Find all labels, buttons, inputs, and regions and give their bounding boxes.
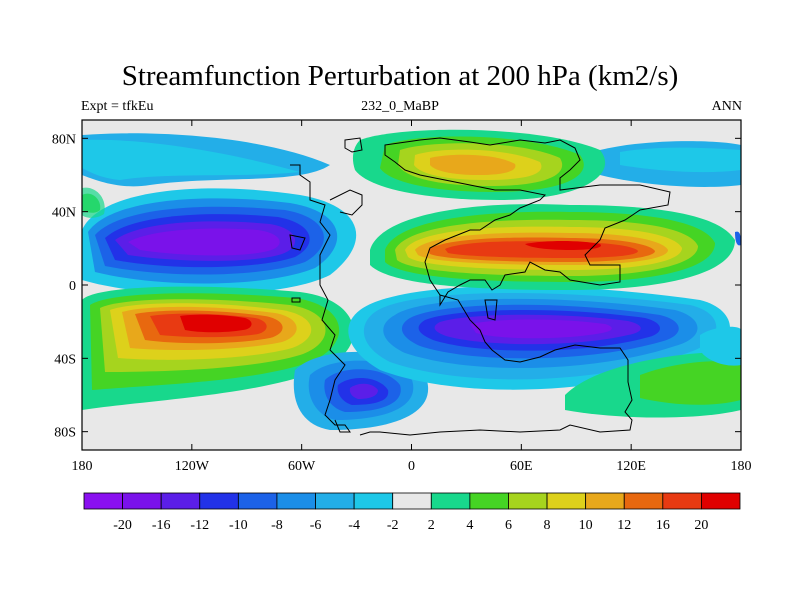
- lat-tick-label: 80N: [52, 132, 76, 147]
- lon-tick-label: 60W: [288, 459, 316, 474]
- lon-tick-label: 0: [408, 459, 415, 474]
- colorbar-label: 4: [466, 518, 473, 533]
- colorbar-swatch: [508, 492, 548, 510]
- colorbar-label: -10: [229, 518, 248, 533]
- longitude-axis: 180 120W 60W 0 60E 120E 180: [72, 459, 752, 474]
- lat-tick-label: 40S: [54, 352, 76, 367]
- negative-region-north-west: [82, 133, 330, 187]
- lon-tick-label: 120W: [175, 459, 210, 474]
- colorbar-swatch: [199, 492, 239, 510]
- colorbar-swatch: [623, 492, 664, 510]
- colorbar-swatch: [392, 492, 432, 510]
- lat-tick-label: 80S: [54, 426, 76, 441]
- colorbar-swatch: [701, 492, 741, 510]
- colorbar-label: 8: [544, 518, 551, 533]
- lon-tick-label: 120E: [616, 459, 646, 474]
- colorbar: [83, 492, 741, 510]
- axis-ticks: [81, 120, 742, 450]
- latitude-axis: 80N 40N 0 40S 80S: [52, 132, 76, 440]
- colorbar-label: -16: [152, 518, 171, 533]
- colorbar-label: 2: [428, 518, 435, 533]
- experiment-label: Expt = tfkEu: [81, 99, 154, 114]
- colorbar-swatch: [469, 492, 509, 510]
- plot-title: Streamfunction Perturbation at 200 hPa (…: [121, 60, 679, 92]
- positive-center-eurasia: [352, 129, 606, 200]
- lat-tick-label: 40N: [52, 206, 76, 221]
- colorbar-label: 6: [505, 518, 512, 533]
- lon-tick-label: 60E: [510, 459, 533, 474]
- colorbar-label: -12: [190, 518, 209, 533]
- positive-center-asia: [370, 204, 735, 290]
- case-label: 232_0_MaBP: [361, 99, 439, 114]
- colorbar-label: 10: [579, 518, 593, 533]
- colorbar-swatch: [353, 492, 394, 510]
- colorbar-label: 12: [617, 518, 631, 533]
- colorbar-swatch: [83, 492, 123, 510]
- colorbar-swatch: [122, 492, 162, 510]
- colorbar-label: -2: [387, 518, 399, 533]
- positive-center-south-pacific: [82, 286, 354, 410]
- colorbar-swatch: [160, 492, 201, 510]
- contour-field: [82, 120, 741, 450]
- colorbar-swatch: [546, 492, 587, 510]
- colorbar-label: 20: [694, 518, 708, 533]
- colorbar-label: 16: [656, 518, 670, 533]
- season-label: ANN: [711, 99, 742, 114]
- colorbar-swatch: [315, 492, 355, 510]
- colorbar-label: -4: [348, 518, 360, 533]
- colorbar-labels: -20 -16 -12 -10 -8 -6 -4 -2 2 4 6 8 10 12 16 20: [113, 518, 708, 533]
- colorbar-label: -20: [113, 518, 132, 533]
- land-outline: [289, 137, 671, 436]
- colorbar-swatch: [237, 492, 278, 510]
- colorbar-swatch: [430, 492, 471, 510]
- colorbar-label: -6: [310, 518, 322, 533]
- lon-tick-label: 180: [72, 459, 93, 474]
- negative-center-north-pacific: [82, 188, 357, 295]
- colorbar-swatch: [585, 492, 625, 510]
- lon-tick-label: 180: [731, 459, 752, 474]
- colorbar-swatch: [276, 492, 316, 510]
- lat-tick-label: 0: [69, 279, 76, 294]
- colorbar-swatch: [662, 492, 702, 510]
- colorbar-label: -8: [271, 518, 283, 533]
